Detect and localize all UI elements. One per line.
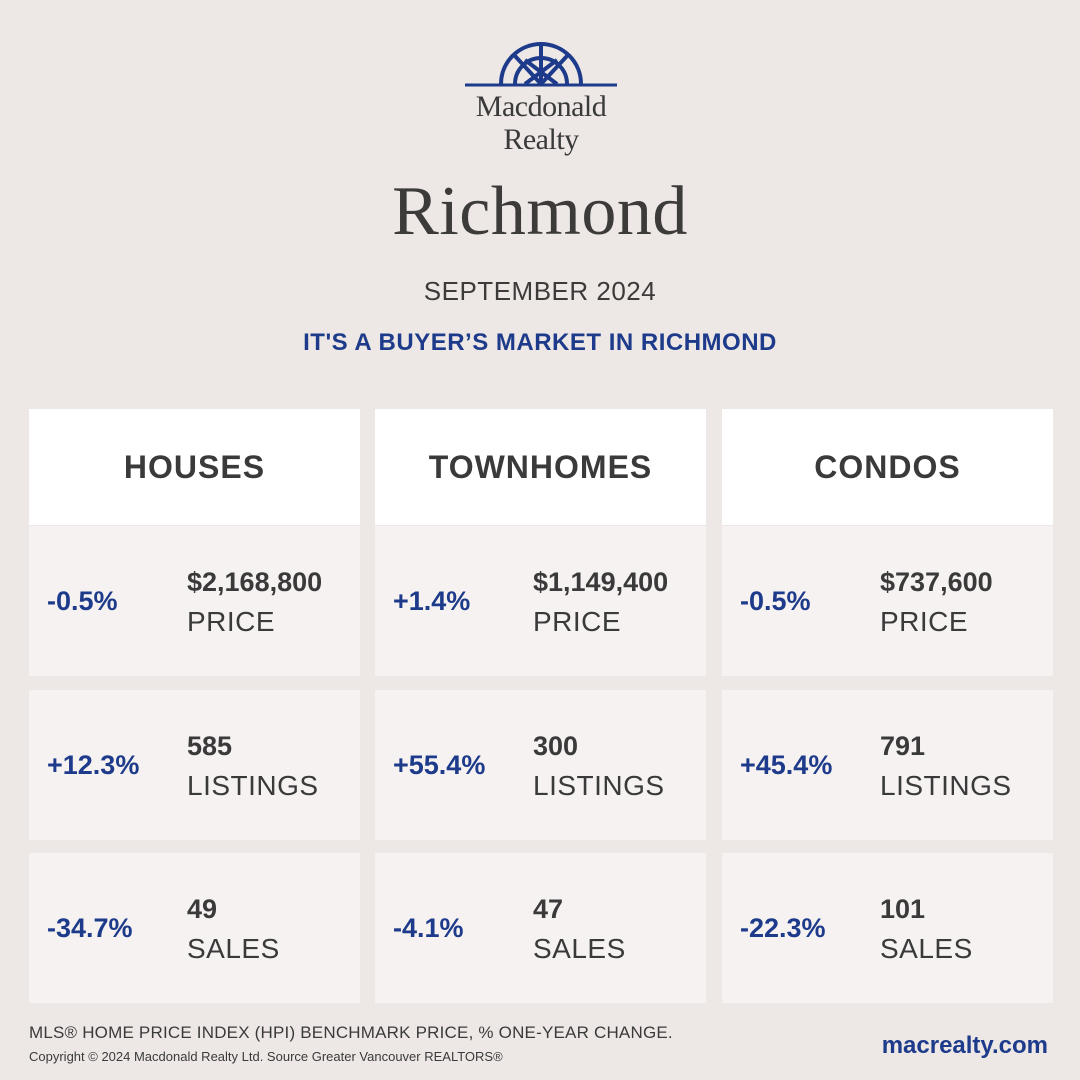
- market-headline: IT'S A BUYER’S MARKET IN RICHMOND: [303, 329, 777, 356]
- stat-value: 585: [187, 731, 233, 761]
- stat-card-sales: -22.3% 101 SALES: [722, 853, 1053, 1003]
- column-condos: CONDOS -0.5% $737,600 PRICE +45.4% 791 L…: [722, 409, 1053, 1003]
- stat-card-listings: +12.3% 585 LISTINGS: [29, 690, 360, 840]
- stat-label: PRICE: [880, 606, 969, 637]
- stat-card-price: -0.5% $2,168,800 PRICE: [29, 526, 360, 676]
- stat-label: PRICE: [187, 606, 276, 637]
- website-link[interactable]: macrealty.com: [881, 1032, 1048, 1059]
- stat-value: 791: [880, 731, 926, 761]
- percent-change: +45.4%: [740, 749, 833, 780]
- stat-card-price: +1.4% $1,149,400 PRICE: [375, 526, 706, 676]
- stat-label: LISTINGS: [880, 770, 1012, 801]
- percent-change: +55.4%: [393, 749, 486, 780]
- stat-label: SALES: [187, 933, 280, 964]
- stat-label: LISTINGS: [533, 770, 665, 801]
- stat-value: 47: [533, 894, 564, 924]
- column-townhomes: TOWNHOMES +1.4% $1,149,400 PRICE +55.4% …: [375, 409, 706, 1003]
- stat-value: $2,168,800: [187, 567, 323, 597]
- stat-label: SALES: [880, 933, 973, 964]
- stat-card-listings: +45.4% 791 LISTINGS: [722, 690, 1053, 840]
- footnote: MLS® HOME PRICE INDEX (HPI) BENCHMARK PR…: [29, 1023, 673, 1042]
- percent-change: +12.3%: [47, 749, 140, 780]
- stat-card-sales: -4.1% 47 SALES: [375, 853, 706, 1003]
- percent-change: -4.1%: [393, 912, 464, 943]
- stat-card-listings: +55.4% 300 LISTINGS: [375, 690, 706, 840]
- column-houses: HOUSES -0.5% $2,168,800 PRICE +12.3% 585…: [29, 409, 360, 1003]
- stat-label: SALES: [533, 933, 626, 964]
- stat-value: 49: [187, 894, 218, 924]
- sunrise-arch-logo-icon: [465, 42, 617, 87]
- stat-value: $737,600: [880, 567, 993, 597]
- brand-logo: Macdonald Realty: [462, 40, 620, 165]
- stat-value: 101: [880, 894, 926, 924]
- stat-label: PRICE: [533, 606, 622, 637]
- column-title: HOUSES: [29, 409, 360, 525]
- brand-name-line1: Macdonald: [475, 90, 607, 123]
- percent-change: +1.4%: [393, 585, 471, 616]
- percent-change: -22.3%: [740, 912, 826, 943]
- stat-card-sales: -34.7% 49 SALES: [29, 853, 360, 1003]
- percent-change: -34.7%: [47, 912, 133, 943]
- column-title: CONDOS: [722, 409, 1053, 525]
- column-title: TOWNHOMES: [375, 409, 706, 525]
- stat-value: $1,149,400: [533, 567, 669, 597]
- city-title: Richmond: [392, 173, 688, 250]
- report-period: SEPTEMBER 2024: [423, 276, 657, 306]
- stat-value: 300: [533, 731, 579, 761]
- stat-label: LISTINGS: [187, 770, 319, 801]
- stat-card-price: -0.5% $737,600 PRICE: [722, 526, 1053, 676]
- percent-change: -0.5%: [47, 585, 118, 616]
- copyright: Copyright © 2024 Macdonald Realty Ltd. S…: [29, 1049, 503, 1064]
- brand-name-line2: Realty: [503, 123, 579, 156]
- percent-change: -0.5%: [740, 585, 811, 616]
